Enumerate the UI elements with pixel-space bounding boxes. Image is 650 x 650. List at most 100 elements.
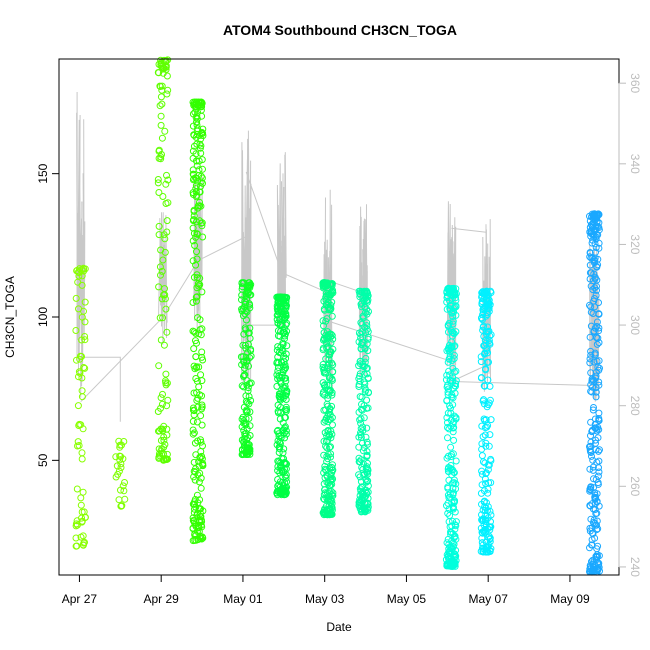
data-point	[117, 502, 125, 510]
data-point	[452, 367, 460, 375]
data-point	[444, 358, 452, 366]
altitude-trace	[76, 91, 600, 422]
data-point	[596, 446, 603, 454]
plot-frame	[58, 58, 620, 576]
data-point	[322, 317, 330, 325]
data-point	[157, 404, 164, 412]
data-point	[121, 495, 129, 503]
data-point	[595, 426, 603, 434]
right-y-axis: 240 260 280 300 320 340 360	[618, 73, 642, 577]
data-point	[158, 134, 166, 142]
y-axis: 50 100 150	[36, 163, 60, 467]
data-point	[450, 540, 458, 548]
data-point	[326, 415, 334, 423]
series-10	[477, 287, 495, 556]
data-point	[321, 279, 329, 287]
data-point	[481, 416, 489, 424]
data-point	[273, 316, 281, 324]
data-point	[157, 112, 165, 120]
data-point	[157, 437, 165, 444]
data-point	[479, 316, 486, 324]
data-point	[446, 402, 454, 410]
data-point	[446, 549, 453, 556]
data-point	[452, 311, 460, 319]
data-point	[357, 415, 365, 423]
data-point	[363, 424, 371, 432]
data-point	[326, 374, 334, 382]
data-point	[193, 389, 201, 397]
data-point	[72, 294, 80, 302]
data-point	[240, 417, 248, 425]
right-y-tick-label: 280	[628, 396, 642, 416]
data-point	[190, 411, 198, 419]
data-point	[156, 263, 164, 271]
data-point	[281, 383, 289, 390]
data-point	[590, 516, 598, 524]
data-point	[450, 355, 458, 363]
data-point	[588, 427, 596, 435]
data-point	[160, 436, 168, 444]
x-tick-label: May 05	[387, 592, 427, 606]
data-point	[450, 343, 458, 351]
right-y-tick-label: 340	[628, 154, 642, 174]
data-point	[281, 332, 289, 340]
data-point	[360, 296, 368, 304]
data-point	[78, 449, 86, 457]
data-point	[189, 406, 197, 414]
data-point	[275, 430, 283, 438]
data-point	[199, 442, 206, 450]
data-point	[588, 452, 595, 460]
data-point	[586, 275, 594, 283]
data-point	[195, 282, 203, 290]
data-point	[279, 347, 287, 355]
data-point	[485, 461, 493, 469]
data-point	[198, 377, 206, 385]
data-point	[72, 534, 80, 542]
data-point	[196, 513, 204, 521]
data-point	[595, 502, 603, 510]
data-point	[587, 221, 595, 229]
data-point	[482, 442, 490, 450]
data-point	[190, 500, 198, 508]
data-point	[448, 451, 455, 458]
data-point	[363, 469, 371, 477]
data-point	[240, 372, 247, 380]
data-point	[587, 438, 595, 446]
data-point	[243, 381, 251, 389]
data-point	[589, 556, 597, 564]
data-point	[320, 451, 328, 459]
data-point	[198, 288, 206, 296]
data-point	[75, 368, 83, 376]
series-8	[355, 287, 372, 516]
data-point	[480, 400, 488, 408]
data-point	[444, 434, 451, 442]
data-point	[357, 456, 365, 464]
data-point	[189, 191, 197, 198]
data-point	[78, 508, 86, 516]
data-point	[452, 380, 460, 388]
data-point	[192, 297, 200, 305]
data-point	[164, 176, 172, 184]
data-point	[72, 542, 80, 550]
data-point	[588, 500, 596, 508]
data-point	[327, 443, 334, 451]
data-point	[189, 404, 197, 412]
data-point	[283, 387, 291, 395]
data-point	[357, 478, 365, 486]
data-point	[485, 300, 493, 308]
data-point	[590, 270, 598, 278]
data-point	[155, 362, 163, 370]
data-point	[320, 437, 328, 445]
data-point	[238, 415, 246, 423]
data-point	[329, 492, 336, 500]
data-point	[450, 436, 458, 444]
data-point	[155, 454, 163, 462]
data-point	[244, 440, 252, 448]
data-point	[320, 369, 328, 377]
data-point	[486, 548, 494, 555]
data-point	[195, 280, 202, 288]
data-point	[189, 299, 197, 306]
data-point	[242, 392, 250, 400]
data-point	[587, 432, 594, 440]
data-point	[197, 371, 205, 379]
